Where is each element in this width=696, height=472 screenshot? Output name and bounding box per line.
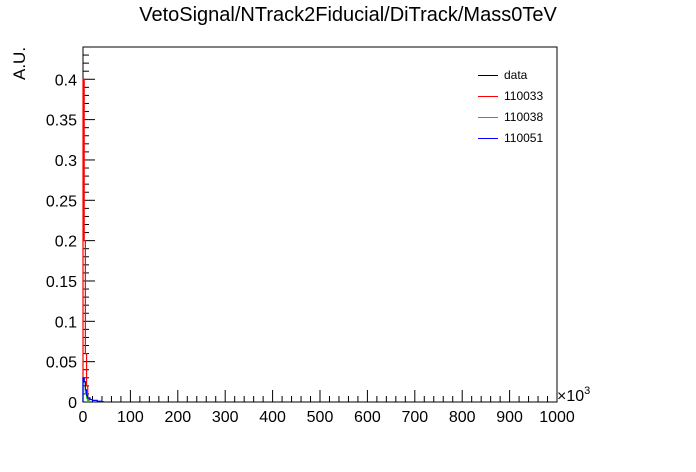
x-tick-label: 1000	[539, 409, 575, 426]
legend-label: data	[504, 68, 528, 82]
y-tick-label: 0	[68, 395, 77, 412]
y-tick-label: 0.3	[55, 153, 77, 170]
y-tick-label: 0.4	[55, 72, 77, 89]
y-axis-ticks: 0 0.05 0.1 0.15 0.2 0.25 0.3 0.35 0.4	[46, 46, 95, 412]
x-tick-label: 0	[79, 409, 88, 426]
y-tick-label: 0.05	[46, 355, 77, 372]
series-line-110051	[82, 377, 104, 403]
x-tick-label: 400	[259, 409, 286, 426]
x-multiplier: ×103	[557, 385, 590, 405]
x-multiplier-exponent: 3	[584, 385, 590, 397]
x-axis-ticks: 0 100 200 300 400 500 600 700 800 900 1000	[79, 390, 575, 426]
series-group	[82, 78, 104, 403]
legend-swatch-data	[478, 75, 498, 76]
x-tick-label: 200	[164, 409, 191, 426]
legend-item-110033: 110033	[478, 87, 568, 108]
x-tick-label: 300	[212, 409, 239, 426]
x-tick-label: 900	[496, 409, 523, 426]
legend: data 110033 110038 110051	[478, 66, 568, 150]
y-tick-label: 0.25	[46, 193, 77, 210]
legend-swatch-110033	[478, 96, 498, 97]
legend-item-110051: 110051	[478, 129, 568, 150]
legend-item-data: data	[478, 66, 568, 87]
legend-swatch-110051	[478, 138, 498, 139]
x-multiplier-base: ×10	[557, 388, 584, 405]
legend-item-110038: 110038	[478, 108, 568, 129]
x-tick-label: 700	[401, 409, 428, 426]
x-tick-label: 600	[354, 409, 381, 426]
x-tick-label: 800	[449, 409, 476, 426]
legend-label: 110033	[504, 89, 544, 103]
chart-title: VetoSignal/NTrack2Fiducial/DiTrack/Mass0…	[139, 4, 557, 26]
y-tick-label: 0.2	[55, 234, 77, 251]
y-tick-label: 0.15	[46, 274, 77, 291]
legend-label: 110051	[504, 131, 544, 145]
x-tick-label: 500	[307, 409, 334, 426]
y-tick-label: 0.1	[55, 314, 77, 331]
x-tick-label: 100	[117, 409, 144, 426]
y-tick-label: 0.35	[46, 113, 77, 130]
legend-swatch-110038	[478, 117, 498, 118]
legend-label: 110038	[504, 110, 544, 124]
